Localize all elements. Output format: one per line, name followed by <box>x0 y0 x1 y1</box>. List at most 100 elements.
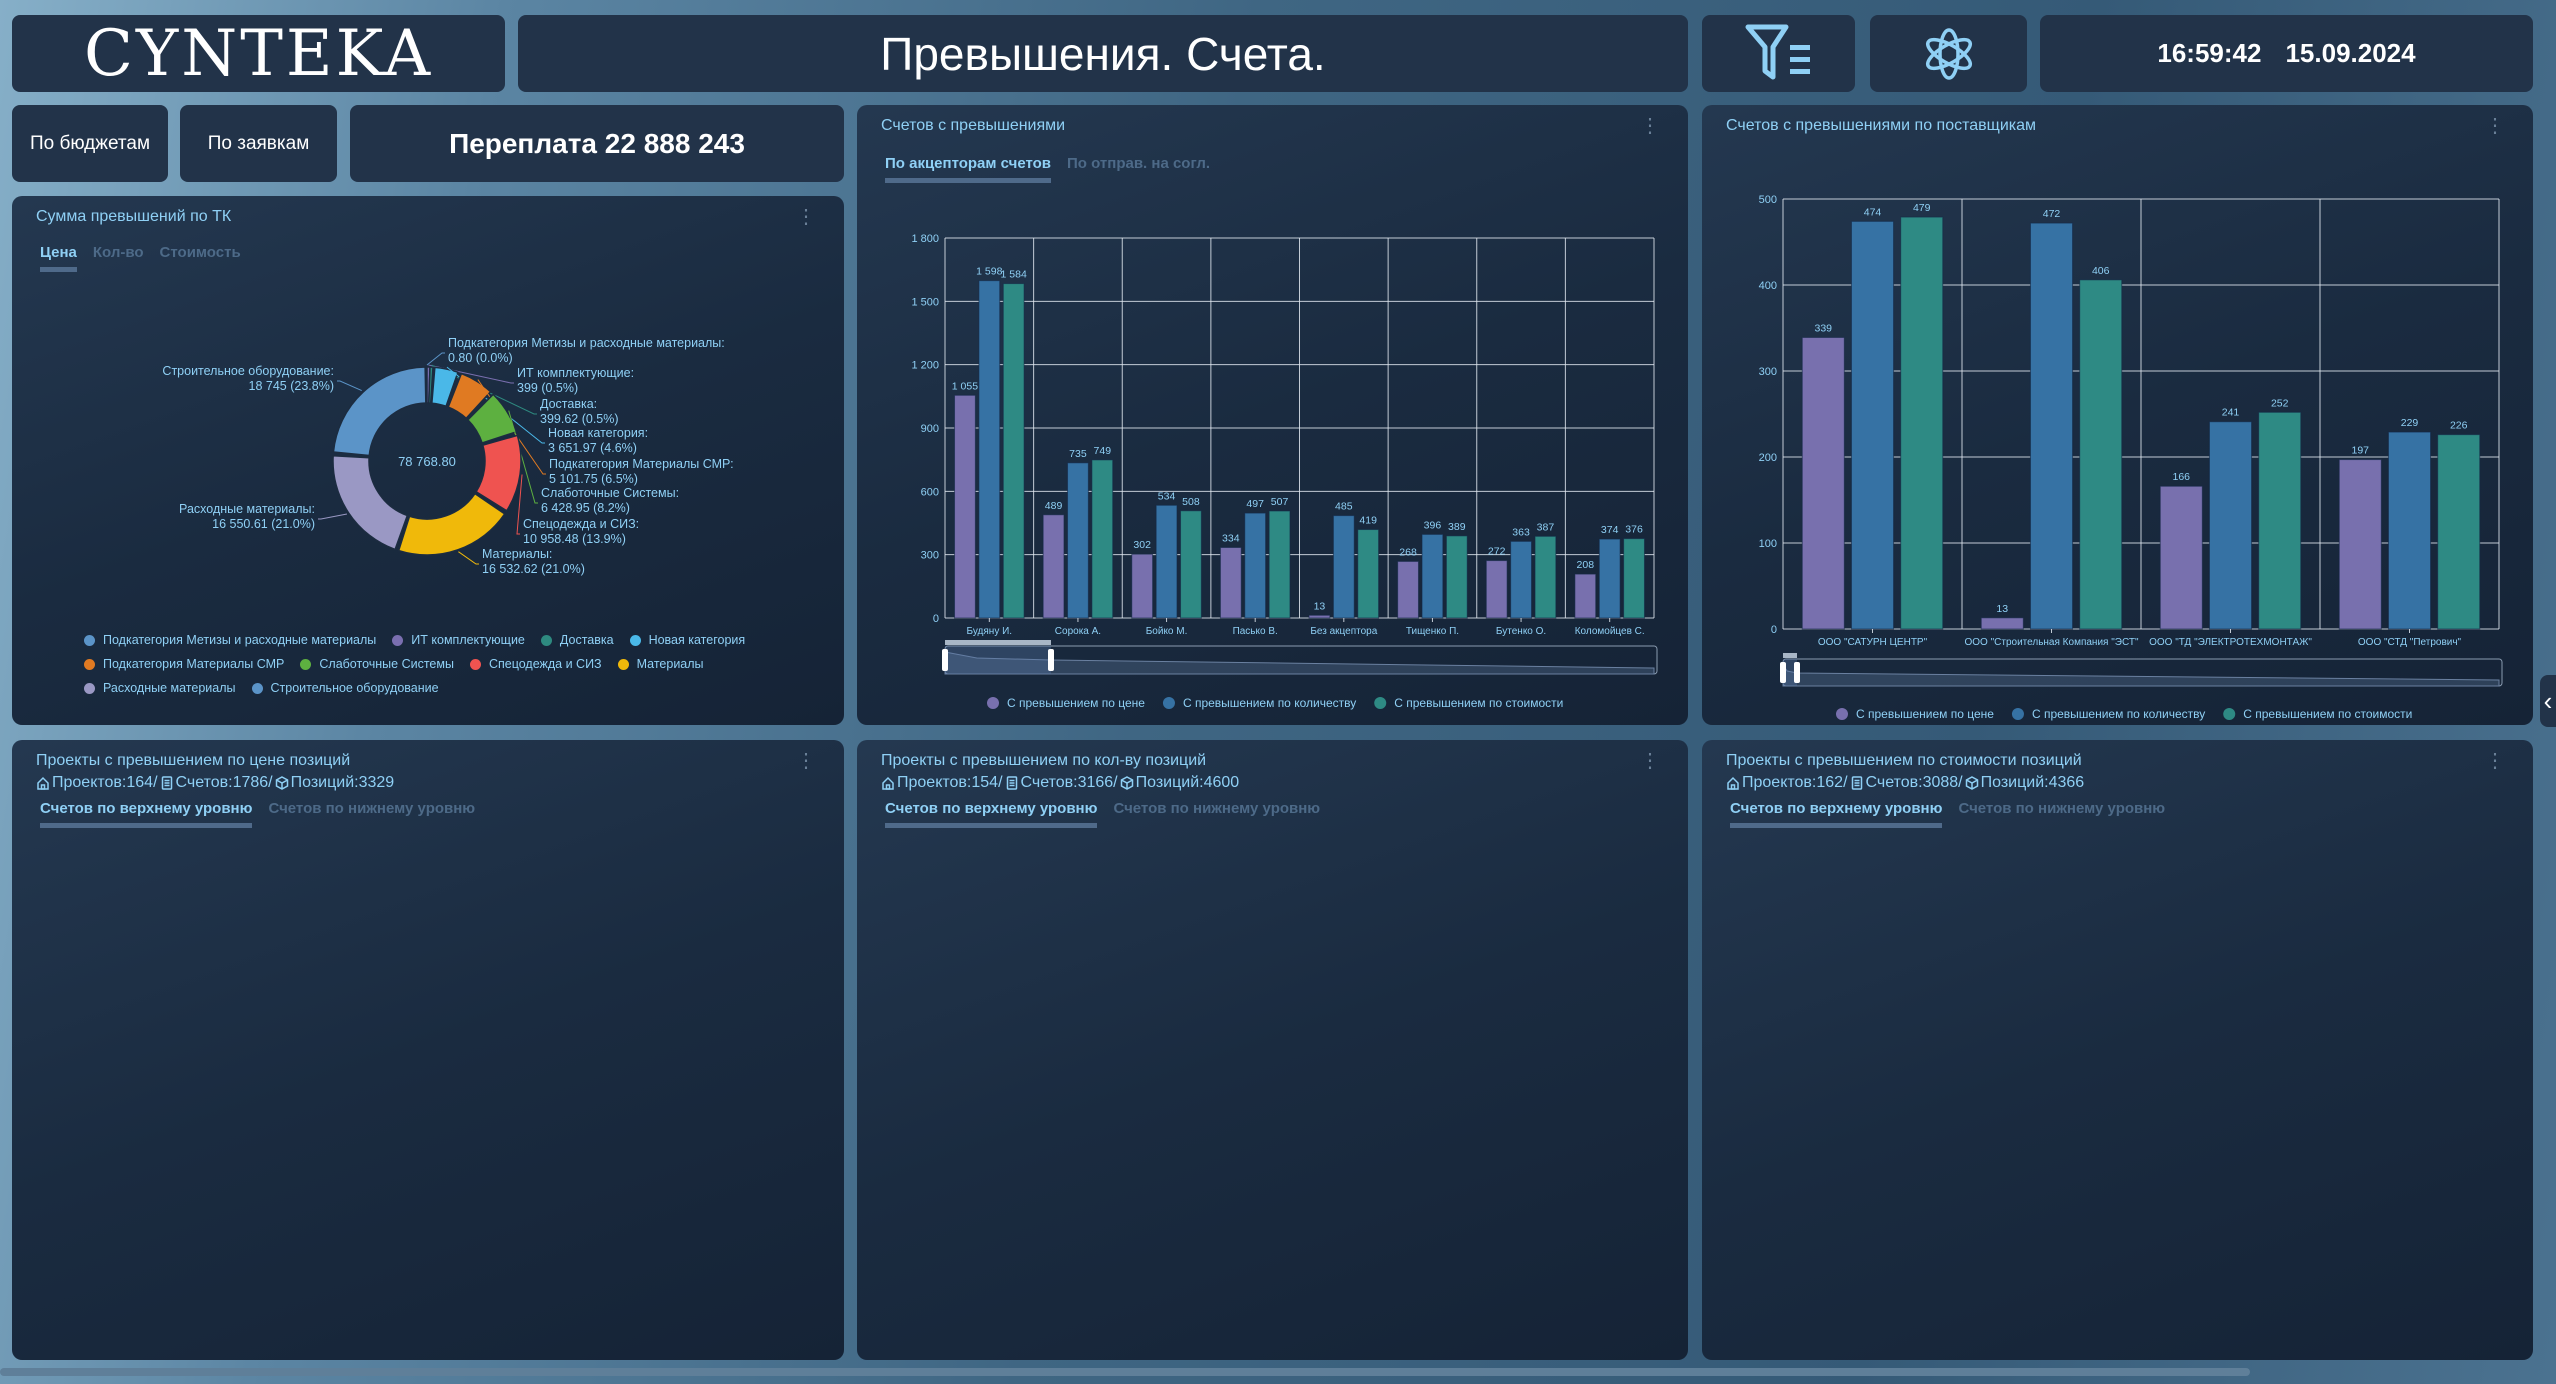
datazoom-handle[interactable] <box>1794 662 1800 683</box>
tab-lower-level[interactable]: Счетов по нижнему уровню <box>1113 800 1321 817</box>
bar[interactable] <box>1980 617 2024 630</box>
bar[interactable] <box>1219 546 1242 619</box>
collapse-panel-button[interactable]: ‹ <box>2540 675 2556 727</box>
donut-slice[interactable] <box>467 393 518 444</box>
legend-label[interactable]: С превышением по количеству <box>1183 696 1356 710</box>
bar[interactable] <box>1485 560 1508 619</box>
tab-upper-level[interactable]: Счетов по верхнему уровню <box>1730 800 1943 828</box>
datazoom-drag-bar[interactable] <box>1783 653 1797 658</box>
y-tick-label: 600 <box>921 486 939 498</box>
bar[interactable] <box>1801 336 1845 630</box>
legend-label[interactable]: С превышением по цене <box>1856 707 1994 721</box>
y-tick-label: 0 <box>1771 624 1777 636</box>
tab-by-acceptor[interactable]: По акцепторам счетов <box>885 155 1052 183</box>
bar[interactable] <box>1421 533 1444 619</box>
bar[interactable] <box>954 394 976 619</box>
legend-item[interactable]: Доставка <box>540 633 614 647</box>
label-leader-line <box>318 513 348 520</box>
datazoom-window[interactable] <box>1783 659 1797 686</box>
tab-lower-level[interactable]: Счетов по нижнему уровню <box>1958 800 2166 817</box>
bar[interactable] <box>2387 431 2432 630</box>
bar[interactable] <box>2258 411 2302 630</box>
tab-quantity[interactable]: Кол-во <box>92 244 144 261</box>
legend-item[interactable]: Спецодежда и СИЗ <box>469 657 602 671</box>
datazoom-drag-bar[interactable] <box>945 640 1051 645</box>
legend-label: Спецодежда и СИЗ <box>488 657 602 671</box>
bar[interactable] <box>1308 614 1331 619</box>
bar[interactable] <box>1332 515 1355 619</box>
legend-label[interactable]: С превышением по количеству <box>2032 707 2205 721</box>
legend-item[interactable]: Строительное оборудование <box>251 681 439 695</box>
bar[interactable] <box>1534 535 1557 619</box>
legend-item[interactable]: Подкатегория Материалы СМР <box>84 657 284 671</box>
donut-slice[interactable] <box>447 372 492 419</box>
legend-label: ИТ комплектующие <box>411 633 525 647</box>
tab-upper-level[interactable]: Счетов по верхнему уровню <box>40 800 253 828</box>
donut-slice[interactable] <box>428 366 434 404</box>
filter-button[interactable] <box>1702 15 1855 92</box>
legend-label[interactable]: С превышением по стоимости <box>1394 696 1563 710</box>
legend-item[interactable]: Расходные материалы <box>84 681 236 695</box>
tab-price[interactable]: Цена <box>40 244 77 272</box>
bar[interactable] <box>1180 510 1202 619</box>
bar[interactable] <box>1510 540 1532 619</box>
datazoom-handle[interactable] <box>942 649 948 671</box>
legend-label: Новая категория <box>648 633 746 647</box>
bar[interactable] <box>1155 504 1178 619</box>
tab-lower-level[interactable]: Счетов по нижнему уровню <box>268 800 476 817</box>
slice-label-name: Расходные материалы: <box>179 502 315 516</box>
legend-label[interactable]: С превышением по стоимости <box>2243 707 2412 721</box>
bar[interactable] <box>1850 220 1895 630</box>
horizontal-scrollbar[interactable] <box>0 1368 2250 1376</box>
tab-cost[interactable]: Стоимость <box>159 244 241 261</box>
tab-by-sent-approval[interactable]: По отправ. на согл. <box>1067 155 1211 172</box>
legend-item[interactable]: Новая категория <box>629 633 746 647</box>
datazoom-preview <box>944 651 1655 675</box>
bar-value-label: 241 <box>2222 407 2240 419</box>
tab-upper-level[interactable]: Счетов по верхнему уровню <box>885 800 1098 828</box>
legend-item[interactable]: Слаботочные Системы <box>300 657 454 671</box>
bar[interactable] <box>1244 512 1267 619</box>
donut-slice[interactable] <box>431 366 459 407</box>
bar[interactable] <box>978 280 1001 619</box>
legend-item[interactable]: Материалы <box>617 657 704 671</box>
bar[interactable] <box>1268 510 1291 619</box>
more-menu-icon[interactable]: ⋮ <box>1640 115 1660 137</box>
more-menu-icon[interactable]: ⋮ <box>2485 750 2505 772</box>
bar[interactable] <box>1574 573 1597 619</box>
by-requests-button[interactable]: По заявкам <box>180 105 337 182</box>
legend-item[interactable]: Подкатегория Метизы и расходные материал… <box>84 633 376 647</box>
bar[interactable] <box>2029 222 2074 630</box>
datazoom-handle[interactable] <box>1780 662 1786 683</box>
more-menu-icon[interactable]: ⋮ <box>2485 115 2505 137</box>
donut-slice[interactable] <box>397 492 506 556</box>
bar[interactable] <box>1357 529 1380 619</box>
bar[interactable] <box>1091 459 1114 619</box>
donut-slice[interactable] <box>332 455 409 551</box>
bar[interactable] <box>1900 216 1944 630</box>
more-menu-icon[interactable]: ⋮ <box>796 206 816 228</box>
bar[interactable] <box>1002 283 1025 619</box>
legend-label[interactable]: С превышением по цене <box>1007 696 1145 710</box>
bar[interactable] <box>1131 553 1154 619</box>
bar[interactable] <box>2079 279 2123 630</box>
by-budget-button[interactable]: По бюджетам <box>12 105 168 182</box>
bar[interactable] <box>2159 485 2203 630</box>
datazoom-window[interactable] <box>945 646 1051 674</box>
bar[interactable] <box>2338 459 2382 630</box>
donut-slice[interactable] <box>475 434 522 512</box>
bar[interactable] <box>1598 538 1621 619</box>
donut-slice[interactable] <box>332 366 427 457</box>
bar[interactable] <box>2208 421 2253 630</box>
bar[interactable] <box>1397 560 1419 619</box>
bar[interactable] <box>1623 538 1645 619</box>
bar[interactable] <box>2437 434 2481 630</box>
bar[interactable] <box>1042 514 1065 619</box>
more-menu-icon[interactable]: ⋮ <box>796 750 816 772</box>
ai-assistant-button[interactable] <box>1870 15 2027 92</box>
legend-item[interactable]: ИТ комплектующие <box>392 633 525 647</box>
bar[interactable] <box>1445 535 1468 619</box>
bar[interactable] <box>1067 462 1089 619</box>
more-menu-icon[interactable]: ⋮ <box>1640 750 1660 772</box>
datazoom-handle[interactable] <box>1048 649 1054 671</box>
